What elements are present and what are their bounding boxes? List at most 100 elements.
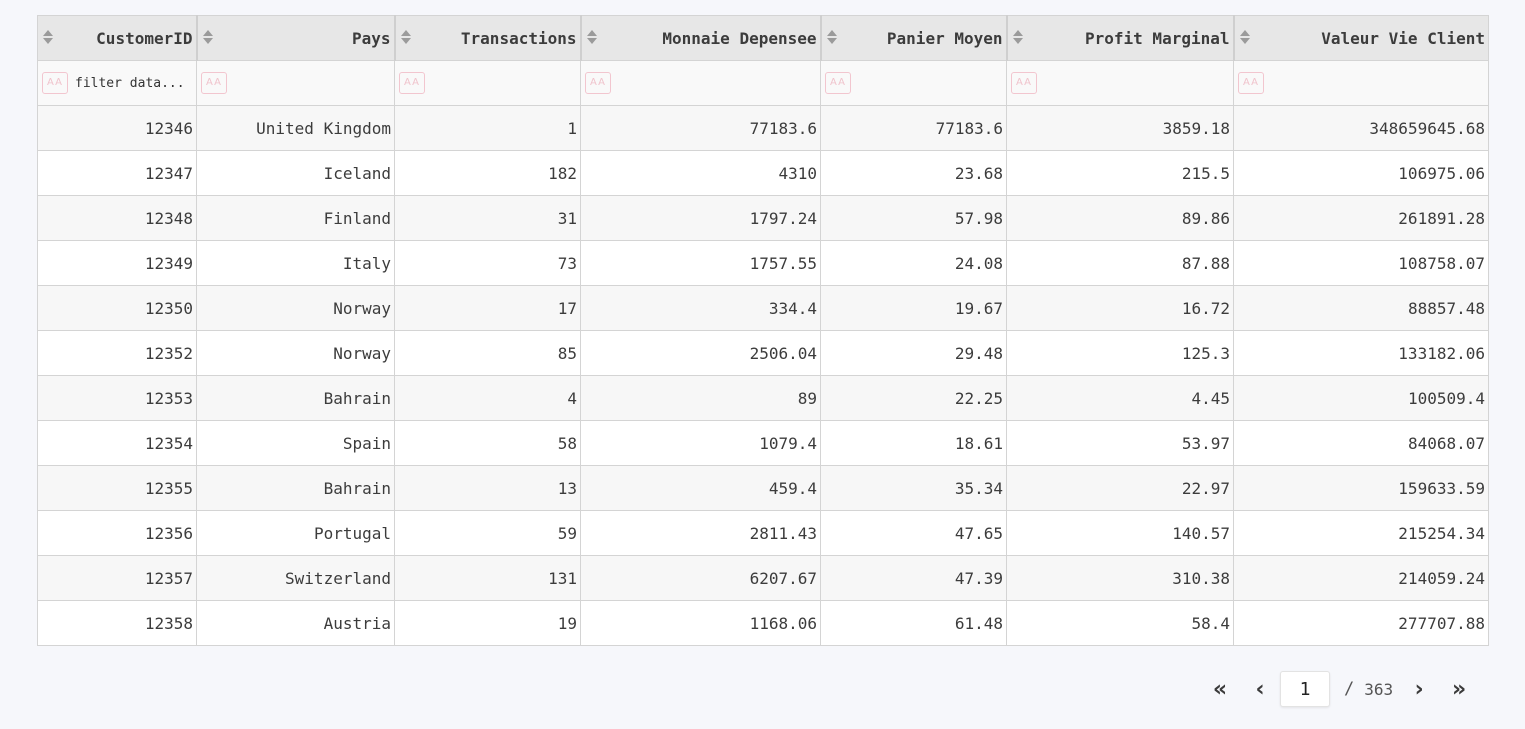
table-cell[interactable]: 348659645.68 — [1233, 105, 1489, 151]
table-cell[interactable]: 22.25 — [820, 375, 1007, 421]
table-cell[interactable]: 12352 — [37, 330, 197, 376]
table-cell[interactable]: 1757.55 — [580, 240, 821, 286]
table-cell[interactable]: 85 — [394, 330, 581, 376]
table-cell[interactable]: 47.39 — [820, 555, 1007, 601]
table-cell[interactable]: 133182.06 — [1233, 330, 1489, 376]
table-cell[interactable]: 89.86 — [1006, 195, 1234, 241]
table-cell[interactable]: 23.68 — [820, 150, 1007, 196]
table-cell[interactable]: 108758.07 — [1233, 240, 1489, 286]
filter-input[interactable] — [858, 73, 973, 93]
table-cell[interactable]: 159633.59 — [1233, 465, 1489, 511]
first-page-button[interactable]: « — [1200, 671, 1240, 707]
case-sensitive-icon[interactable]: AA — [1238, 72, 1264, 94]
table-cell[interactable]: 59 — [394, 510, 581, 556]
table-cell[interactable]: 215.5 — [1006, 150, 1234, 196]
table-cell[interactable]: Finland — [196, 195, 395, 241]
table-cell[interactable]: 131 — [394, 555, 581, 601]
table-cell[interactable]: 214059.24 — [1233, 555, 1489, 601]
table-cell[interactable]: 4.45 — [1006, 375, 1234, 421]
table-cell[interactable]: Norway — [196, 330, 395, 376]
table-cell[interactable]: 125.3 — [1006, 330, 1234, 376]
table-cell[interactable]: Norway — [196, 285, 395, 331]
table-cell[interactable]: 47.65 — [820, 510, 1007, 556]
table-cell[interactable]: 182 — [394, 150, 581, 196]
column-header[interactable]: Transactions — [393, 15, 581, 61]
column-header[interactable]: Panier Moyen — [819, 15, 1007, 61]
previous-page-button[interactable]: ‹ — [1240, 671, 1280, 707]
table-cell[interactable]: 73 — [394, 240, 581, 286]
table-cell[interactable]: 12353 — [37, 375, 197, 421]
table-cell[interactable]: 100509.4 — [1233, 375, 1489, 421]
table-cell[interactable]: 16.72 — [1006, 285, 1234, 331]
filter-input[interactable] — [1044, 73, 1159, 93]
table-cell[interactable]: 22.97 — [1006, 465, 1234, 511]
table-cell[interactable]: 4 — [394, 375, 581, 421]
case-sensitive-icon[interactable]: AA — [825, 72, 851, 94]
table-cell[interactable]: 1079.4 — [580, 420, 821, 466]
table-cell[interactable]: United Kingdom — [196, 105, 395, 151]
sort-icon[interactable] — [826, 30, 837, 46]
table-cell[interactable]: 459.4 — [580, 465, 821, 511]
table-cell[interactable]: 310.38 — [1006, 555, 1234, 601]
filter-input[interactable] — [1271, 73, 1386, 93]
table-cell[interactable]: 12346 — [37, 105, 197, 151]
table-cell[interactable]: 24.08 — [820, 240, 1007, 286]
table-cell[interactable]: 12355 — [37, 465, 197, 511]
table-cell[interactable]: 12348 — [37, 195, 197, 241]
table-cell[interactable]: 1 — [394, 105, 581, 151]
case-sensitive-icon[interactable]: AA — [201, 72, 227, 94]
table-cell[interactable]: 35.34 — [820, 465, 1007, 511]
table-cell[interactable]: 18.61 — [820, 420, 1007, 466]
table-cell[interactable]: Switzerland — [196, 555, 395, 601]
table-cell[interactable]: 6207.67 — [580, 555, 821, 601]
table-cell[interactable]: 61.48 — [820, 600, 1007, 646]
table-cell[interactable]: Bahrain — [196, 375, 395, 421]
column-header[interactable]: Pays — [195, 15, 395, 61]
table-cell[interactable]: Spain — [196, 420, 395, 466]
case-sensitive-icon[interactable]: AA — [42, 72, 68, 94]
last-page-button[interactable]: » — [1439, 671, 1479, 707]
table-cell[interactable]: 261891.28 — [1233, 195, 1489, 241]
case-sensitive-icon[interactable]: AA — [399, 72, 425, 94]
table-cell[interactable]: 88857.48 — [1233, 285, 1489, 331]
sort-icon[interactable] — [586, 30, 597, 46]
table-cell[interactable]: Austria — [196, 600, 395, 646]
column-header[interactable]: Valeur Vie Client — [1232, 15, 1489, 61]
case-sensitive-icon[interactable]: AA — [1011, 72, 1037, 94]
table-cell[interactable]: 58.4 — [1006, 600, 1234, 646]
table-cell[interactable]: 19 — [394, 600, 581, 646]
table-cell[interactable]: 58 — [394, 420, 581, 466]
table-cell[interactable]: 57.98 — [820, 195, 1007, 241]
table-cell[interactable]: 215254.34 — [1233, 510, 1489, 556]
sort-icon[interactable] — [1012, 30, 1023, 46]
case-sensitive-icon[interactable]: AA — [585, 72, 611, 94]
column-header[interactable]: Monnaie Depensee — [579, 15, 821, 61]
table-cell[interactable]: 77183.6 — [580, 105, 821, 151]
sort-icon[interactable] — [202, 30, 213, 46]
table-cell[interactable]: 17 — [394, 285, 581, 331]
table-cell[interactable]: 3859.18 — [1006, 105, 1234, 151]
sort-icon[interactable] — [1239, 30, 1250, 46]
table-cell[interactable]: 277707.88 — [1233, 600, 1489, 646]
table-cell[interactable]: Italy — [196, 240, 395, 286]
table-cell[interactable]: 89 — [580, 375, 821, 421]
table-cell[interactable]: 77183.6 — [820, 105, 1007, 151]
table-cell[interactable]: Portugal — [196, 510, 395, 556]
table-cell[interactable]: 12356 — [37, 510, 197, 556]
table-cell[interactable]: 31 — [394, 195, 581, 241]
table-cell[interactable]: 12357 — [37, 555, 197, 601]
table-cell[interactable]: 1168.06 — [580, 600, 821, 646]
column-header[interactable]: CustomerID — [37, 15, 197, 61]
filter-input[interactable] — [432, 73, 547, 93]
table-cell[interactable]: 106975.06 — [1233, 150, 1489, 196]
table-cell[interactable]: 13 — [394, 465, 581, 511]
table-cell[interactable]: 4310 — [580, 150, 821, 196]
table-cell[interactable]: 12350 — [37, 285, 197, 331]
filter-input[interactable] — [75, 73, 190, 93]
table-cell[interactable]: 87.88 — [1006, 240, 1234, 286]
table-cell[interactable]: 1797.24 — [580, 195, 821, 241]
table-cell[interactable]: Iceland — [196, 150, 395, 196]
table-cell[interactable]: 2811.43 — [580, 510, 821, 556]
current-page-input[interactable] — [1280, 671, 1330, 707]
table-cell[interactable]: 12347 — [37, 150, 197, 196]
